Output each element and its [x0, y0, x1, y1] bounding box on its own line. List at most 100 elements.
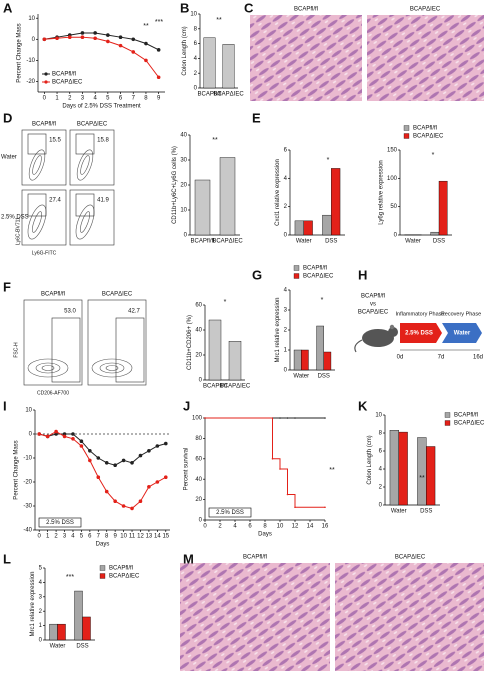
x-tick-label: 14: [307, 524, 314, 530]
x-tick-label: 13: [146, 534, 153, 540]
panel-letter: D: [3, 110, 12, 125]
x-tick-label: 1: [55, 96, 59, 102]
y-tick-label: -20: [26, 79, 35, 85]
gate: [27, 193, 47, 217]
legend-label: BCAPΔIEC: [413, 134, 444, 140]
data-point: [156, 75, 161, 80]
phase-label: Recovery Phase: [441, 311, 481, 317]
axis-label: Ly6G-FITC: [32, 250, 57, 256]
bar: [417, 437, 427, 506]
y-tick-label: 0: [32, 37, 36, 43]
bar: [203, 37, 216, 89]
y-tick-label: 0: [284, 368, 288, 374]
data-point: [104, 461, 109, 465]
gate: [27, 133, 47, 155]
data-point: [279, 417, 281, 419]
y-tick-label: 4: [379, 467, 383, 473]
bar: [82, 616, 91, 641]
x-tick-label: 4: [93, 96, 97, 102]
treatment-box: [208, 507, 252, 518]
y-tick-label: 3: [284, 308, 288, 314]
x-tick-label: 6: [248, 524, 252, 530]
flow-plot: [21, 129, 67, 186]
significance: *: [432, 152, 435, 159]
y-tick-label: 2: [284, 328, 288, 334]
y-tick-label: 10: [28, 16, 35, 22]
gate: [115, 317, 145, 383]
bar: [294, 220, 304, 236]
panel-letter: M: [183, 551, 194, 566]
bar: [74, 590, 83, 641]
legend-swatch: [293, 265, 300, 271]
legend-label: BCAPfl/fl: [413, 126, 437, 132]
y-tick-label: 2: [284, 204, 288, 210]
data-point: [138, 453, 143, 458]
y-tick-label: 40: [180, 133, 187, 139]
y-tick-label: 6: [379, 449, 383, 455]
legend-swatch: [403, 125, 410, 131]
data-point: [138, 499, 143, 504]
data-point: [88, 458, 92, 463]
bar: [57, 623, 66, 641]
legend-label: BCAPfl/fl: [454, 413, 478, 419]
flow-plot: [87, 299, 147, 386]
timepoint: 0d: [397, 355, 404, 361]
panel-letter: H: [358, 267, 367, 282]
legend-swatch: [444, 412, 451, 418]
image-label: BCAPfl/fl: [294, 7, 318, 13]
data-point: [324, 506, 326, 509]
legend-label: BCAPfl/fl: [109, 566, 133, 572]
data-point: [163, 475, 168, 480]
y-tick-label: 0: [184, 233, 188, 239]
x-tick-label: 10: [120, 534, 127, 540]
contours: [27, 149, 95, 240]
x-tick-label: BCAPΔIEC: [213, 92, 244, 98]
gate-value: 41.9: [97, 198, 109, 204]
x-tick-label: BCAPfl/fl: [190, 239, 214, 245]
data-point: [324, 417, 326, 419]
mouse-icon: [354, 324, 398, 353]
series-line: [44, 36, 160, 78]
axis-label: FSC-H: [13, 342, 19, 358]
data-point: [45, 434, 50, 439]
y-tick-label: -30: [23, 504, 32, 510]
flow-plot: [69, 189, 115, 246]
legend-swatch: [99, 573, 106, 579]
data-point: [147, 485, 151, 489]
y-tick-label: 60: [195, 456, 202, 462]
y-tick-label: 8: [379, 431, 383, 437]
contours: [27, 358, 133, 378]
panel-letter: E: [252, 110, 261, 125]
histology-image: [180, 563, 330, 671]
treatment-label: 2.5% DSS: [46, 520, 74, 526]
x-tick-label: DSS: [325, 239, 337, 245]
data-point: [155, 444, 160, 448]
x-tick-label: 15: [162, 534, 169, 540]
y-tick-label: 100: [387, 176, 398, 182]
significance: **: [329, 467, 335, 474]
bar: [426, 446, 436, 506]
legend-swatch: [44, 80, 48, 84]
flow-plot: [23, 299, 83, 386]
data-point: [156, 48, 161, 52]
histology-image: [335, 563, 484, 671]
series-line: [39, 431, 167, 509]
x-tick-label: 8: [105, 534, 109, 540]
y-axis-label: Mrc1 relative expression: [30, 571, 36, 636]
legend-swatch: [99, 565, 106, 571]
y-tick-label: 40: [195, 477, 202, 483]
x-tick-label: BCAPΔIEC: [212, 239, 243, 245]
phase-label: Inflammatory Phase: [396, 311, 445, 317]
x-tick-label: 2: [68, 96, 72, 102]
data-point: [130, 506, 134, 511]
histology-image: [250, 15, 362, 101]
x-tick-label: 0: [38, 534, 42, 540]
panel-letter: K: [358, 398, 368, 413]
y-tick-label: 2: [39, 609, 43, 615]
x-axis-label: Days of 2.5% DSS Treatment: [62, 104, 141, 110]
y-tick-label: 0: [194, 86, 198, 92]
y-tick-label: 2: [379, 485, 383, 491]
y-tick-label: 80: [195, 436, 202, 442]
flow-plot: [69, 129, 115, 186]
legend-swatch: [293, 273, 300, 279]
